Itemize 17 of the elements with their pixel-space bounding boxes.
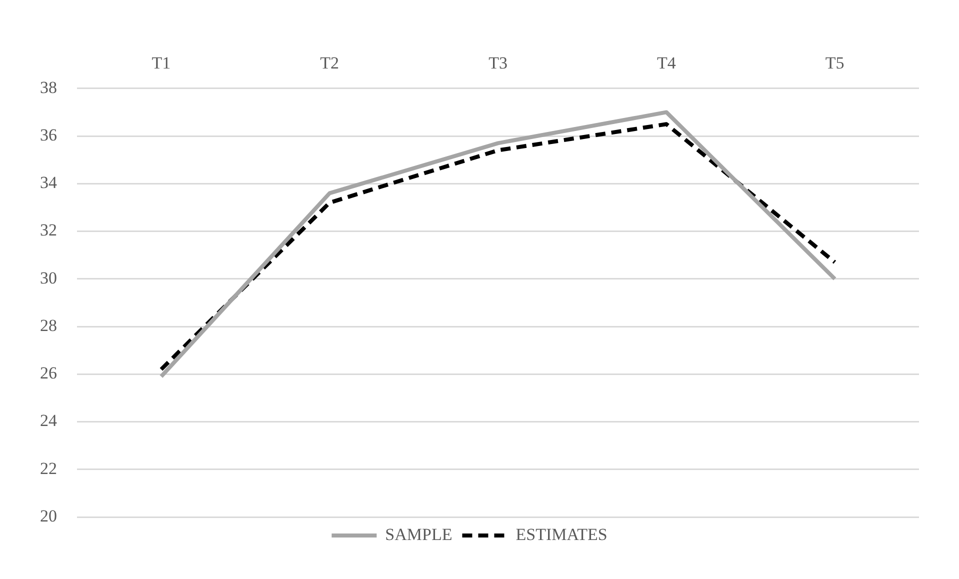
y-tick-label: 36 (40, 125, 57, 144)
x-tick-label: T5 (825, 54, 844, 73)
y-tick-label: 20 (40, 506, 57, 526)
y-tick-label: 26 (40, 364, 57, 383)
y-tick-label: 38 (40, 78, 57, 97)
y-tick-label: 24 (40, 411, 58, 430)
x-tick-label: T2 (320, 54, 340, 73)
legend-label: ESTIMATES (516, 524, 608, 544)
legend-label: SAMPLE (385, 524, 452, 544)
x-tick-label: T1 (152, 54, 171, 73)
y-tick-label: 22 (40, 458, 57, 478)
x-tick-label: T4 (656, 54, 676, 73)
y-tick-label: 34 (40, 173, 58, 192)
y-tick-label: 30 (40, 268, 57, 288)
y-tick-label: 28 (40, 316, 57, 335)
x-tick-label: T3 (488, 54, 508, 73)
y-tick-label: 32 (40, 220, 57, 240)
